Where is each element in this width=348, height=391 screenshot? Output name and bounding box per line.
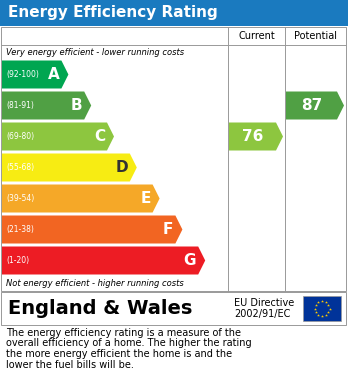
Bar	[0, 0, 348, 26]
Text: Energy Efficiency Rating: Energy Efficiency Rating	[8, 5, 218, 20]
Text: Very energy efficient - lower running costs: Very energy efficient - lower running co…	[6, 48, 184, 57]
Text: F: F	[163, 222, 173, 237]
Polygon shape	[229, 122, 283, 151]
Polygon shape	[286, 91, 344, 120]
Text: (55-68): (55-68)	[6, 163, 34, 172]
Text: the more energy efficient the home is and the: the more energy efficient the home is an…	[6, 349, 232, 359]
Text: (81-91): (81-91)	[6, 101, 34, 110]
Bar	[1, 292, 346, 325]
Text: EU Directive: EU Directive	[234, 298, 294, 308]
Text: A: A	[48, 67, 60, 82]
Text: The energy efficiency rating is a measure of the: The energy efficiency rating is a measur…	[6, 328, 241, 338]
Text: (39-54): (39-54)	[6, 194, 34, 203]
Text: (21-38): (21-38)	[6, 225, 34, 234]
Text: England & Wales: England & Wales	[8, 299, 192, 318]
Polygon shape	[2, 154, 137, 181]
Text: overall efficiency of a home. The higher the rating: overall efficiency of a home. The higher…	[6, 339, 252, 348]
Polygon shape	[2, 246, 205, 274]
Text: (69-80): (69-80)	[6, 132, 34, 141]
Text: B: B	[71, 98, 82, 113]
Text: 87: 87	[301, 98, 322, 113]
Text: E: E	[140, 191, 151, 206]
Polygon shape	[2, 122, 114, 151]
Text: Potential: Potential	[294, 31, 337, 41]
Polygon shape	[2, 61, 69, 88]
Text: D: D	[115, 160, 128, 175]
Text: (92-100): (92-100)	[6, 70, 39, 79]
Text: 2002/91/EC: 2002/91/EC	[234, 308, 290, 319]
Text: lower the fuel bills will be.: lower the fuel bills will be.	[6, 359, 134, 369]
Text: 76: 76	[242, 129, 263, 144]
Text: (1-20): (1-20)	[6, 256, 29, 265]
Text: C: C	[94, 129, 105, 144]
Polygon shape	[2, 185, 160, 212]
Text: Not energy efficient - higher running costs: Not energy efficient - higher running co…	[6, 279, 184, 288]
Bar	[1, 27, 346, 291]
Polygon shape	[2, 91, 91, 120]
Text: G: G	[184, 253, 196, 268]
Polygon shape	[2, 215, 182, 244]
Text: Current: Current	[238, 31, 275, 41]
Bar	[303, 296, 341, 321]
